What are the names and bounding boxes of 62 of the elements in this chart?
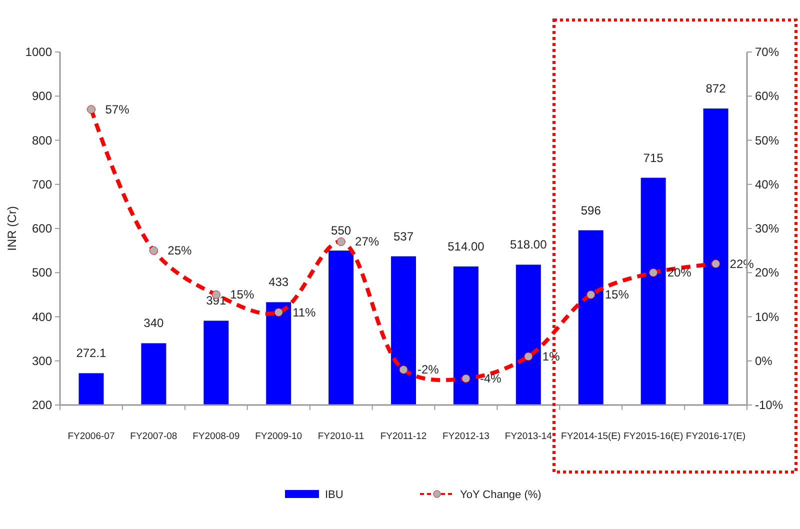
x-tick-label: FY2015-16(E) bbox=[623, 431, 684, 442]
x-tick-label: FY2016-17(E) bbox=[686, 431, 746, 442]
x-tick-label: FY2006-07 bbox=[68, 431, 115, 442]
y2-tick-label: 30% bbox=[755, 222, 780, 236]
point bbox=[712, 260, 720, 268]
data-label: 15% bbox=[230, 288, 254, 302]
point bbox=[274, 308, 283, 317]
x-tick-label: FY2011-12 bbox=[380, 431, 427, 442]
x-tick-label: FY2014-15(E) bbox=[561, 431, 621, 442]
point bbox=[336, 237, 346, 246]
point bbox=[149, 246, 158, 255]
data-label: -4% bbox=[480, 372, 502, 386]
x-tick-label: FY2012-13 bbox=[442, 431, 490, 442]
y2-tick-label: 70% bbox=[755, 45, 780, 59]
data-label: 514.00 bbox=[448, 239, 485, 254]
x-tick-label: FY2013-14 bbox=[504, 431, 552, 442]
y-tick-label: 600 bbox=[32, 222, 52, 236]
data-label: 518.00 bbox=[510, 238, 548, 252]
x-tick-label: FY2007-08 bbox=[130, 431, 178, 442]
legend-label: IBU bbox=[325, 489, 344, 501]
data-label: 272.1 bbox=[76, 346, 107, 360]
y-tick-label: 800 bbox=[32, 133, 52, 148]
y-tick-label: 900 bbox=[32, 89, 52, 104]
y2-tick-label: 0% bbox=[755, 354, 773, 368]
data-label: 27% bbox=[355, 234, 380, 249]
y2-tick-label: 10% bbox=[755, 310, 780, 324]
data-label: 15% bbox=[604, 288, 630, 302]
y2-tick-label: 50% bbox=[755, 133, 780, 148]
data-label: 433 bbox=[268, 275, 289, 290]
data-label: 537 bbox=[393, 229, 414, 244]
point bbox=[399, 365, 408, 374]
y2-tick-label: 20% bbox=[755, 266, 780, 280]
y-tick-label: 300 bbox=[32, 354, 52, 368]
y2-tick-label: 40% bbox=[755, 177, 780, 192]
data-label: -2% bbox=[418, 362, 440, 377]
y-tick-label: 500 bbox=[32, 266, 52, 280]
point bbox=[586, 290, 596, 299]
data-label: 340 bbox=[144, 316, 164, 330]
y-tick-label: 400 bbox=[32, 310, 52, 324]
data-label: 25% bbox=[168, 244, 192, 258]
data-label: 596 bbox=[580, 203, 602, 218]
legend-label: YoY Change (%) bbox=[460, 489, 542, 501]
y2-tick-label: 60% bbox=[755, 89, 780, 104]
y-axis-title: INR (Cr) bbox=[5, 206, 19, 251]
data-label: 872 bbox=[706, 81, 726, 96]
data-label: 11% bbox=[292, 305, 316, 320]
point bbox=[86, 105, 96, 114]
x-tick-label: FY2009-10 bbox=[255, 431, 302, 442]
y-tick-label: 700 bbox=[32, 177, 52, 192]
data-label: 715 bbox=[643, 150, 664, 165]
x-tick-label: FY2010-11 bbox=[318, 431, 364, 442]
point bbox=[649, 268, 658, 277]
y2-tick-label: -10% bbox=[755, 398, 784, 412]
data-label: 22% bbox=[730, 256, 754, 271]
point bbox=[524, 352, 533, 361]
data-label: 57% bbox=[105, 102, 130, 116]
data-label: 20% bbox=[667, 266, 692, 280]
data-label: 550 bbox=[331, 224, 352, 238]
point bbox=[462, 374, 470, 383]
y-tick-label: 200 bbox=[32, 398, 52, 412]
y-tick-label: 1000 bbox=[25, 45, 52, 59]
x-tick-label: FY2008-09 bbox=[192, 431, 240, 442]
